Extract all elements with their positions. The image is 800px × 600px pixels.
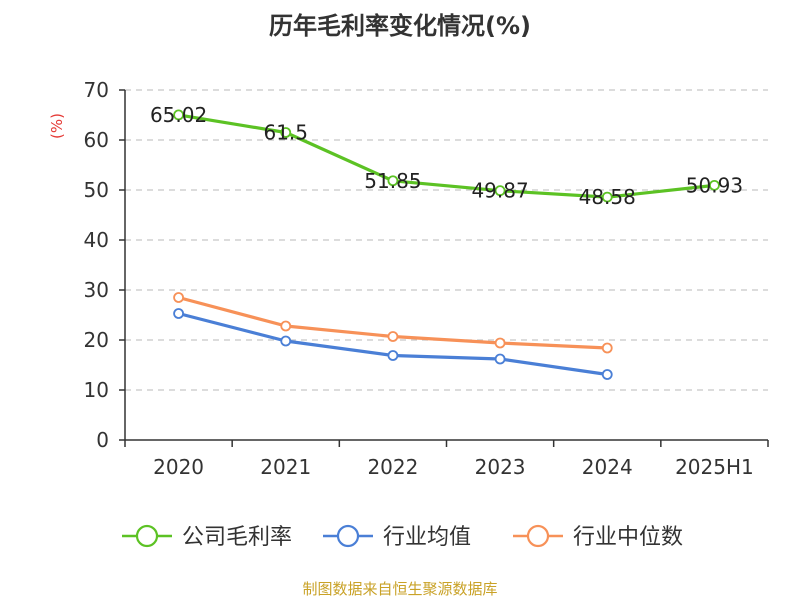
data-point[interactable] — [173, 109, 184, 121]
data-label: 61.5 — [263, 121, 308, 145]
x-tick-label: 2020 — [153, 455, 204, 479]
data-labels: 65.02 61.5 51.85 49.87 48.58 50.93 — [150, 103, 743, 209]
y-tick-label: 50 — [84, 178, 109, 202]
legend-label: 行业均值 — [383, 525, 471, 550]
data-point[interactable] — [387, 350, 399, 361]
x-tick-label: 2025H1 — [675, 455, 754, 479]
data-point[interactable] — [387, 331, 399, 342]
y-tick-label: 60 — [84, 128, 109, 152]
series-lines — [173, 109, 720, 380]
data-point[interactable] — [494, 185, 506, 197]
data-point[interactable] — [601, 191, 613, 203]
y-tick-label: 40 — [84, 228, 109, 252]
data-label: 49.87 — [471, 179, 528, 203]
x-tick-label: 2023 — [475, 455, 526, 479]
x-tick-label: 2024 — [582, 455, 633, 479]
data-label: 51.85 — [364, 169, 421, 193]
data-point[interactable] — [280, 320, 292, 332]
y-axis-label: (%) — [48, 113, 66, 139]
legend[interactable]: 公司毛利率 行业均值 行业中位数 — [122, 524, 683, 550]
data-label: 50.93 — [686, 173, 743, 197]
data-point[interactable] — [601, 369, 613, 380]
data-point[interactable] — [494, 337, 506, 349]
data-point[interactable] — [387, 175, 399, 187]
data-point[interactable] — [601, 342, 613, 354]
legend-swatch-marker — [336, 524, 360, 548]
legend-label: 行业中位数 — [573, 525, 683, 550]
data-point[interactable] — [173, 308, 184, 319]
data-point[interactable] — [494, 353, 506, 365]
x-tick-label: 2022 — [367, 455, 418, 479]
axes: 0 10 20 30 40 50 60 70 2020 2021 2022 2023 2024 2025H… — [84, 78, 769, 479]
x-tick-label: 2021 — [260, 455, 311, 479]
y-tick-label: 10 — [84, 378, 109, 402]
legend-item[interactable]: 行业均值 — [323, 524, 471, 550]
data-point[interactable] — [280, 335, 292, 347]
legend-item[interactable]: 公司毛利率 — [122, 524, 292, 550]
data-point[interactable] — [280, 127, 292, 138]
y-tick-label: 20 — [84, 328, 109, 352]
grid-lines — [125, 89, 768, 391]
legend-swatch-marker — [526, 524, 550, 548]
legend-label: 公司毛利率 — [182, 525, 292, 550]
data-label: 48.58 — [579, 185, 636, 209]
legend-swatch-marker — [135, 524, 159, 548]
y-tick-label: 70 — [84, 78, 109, 102]
data-point[interactable] — [709, 179, 720, 191]
chart-title: 历年毛利率变化情况(%) — [269, 12, 531, 40]
y-tick-label: 30 — [84, 278, 109, 302]
source-note: 制图数据来自恒生聚源数据库 — [302, 580, 497, 598]
y-tick-label: 0 — [96, 428, 109, 452]
legend-item[interactable]: 行业中位数 — [513, 524, 683, 550]
data-point[interactable] — [173, 292, 184, 303]
data-label: 65.02 — [150, 103, 207, 127]
series-line — [178, 113, 715, 199]
